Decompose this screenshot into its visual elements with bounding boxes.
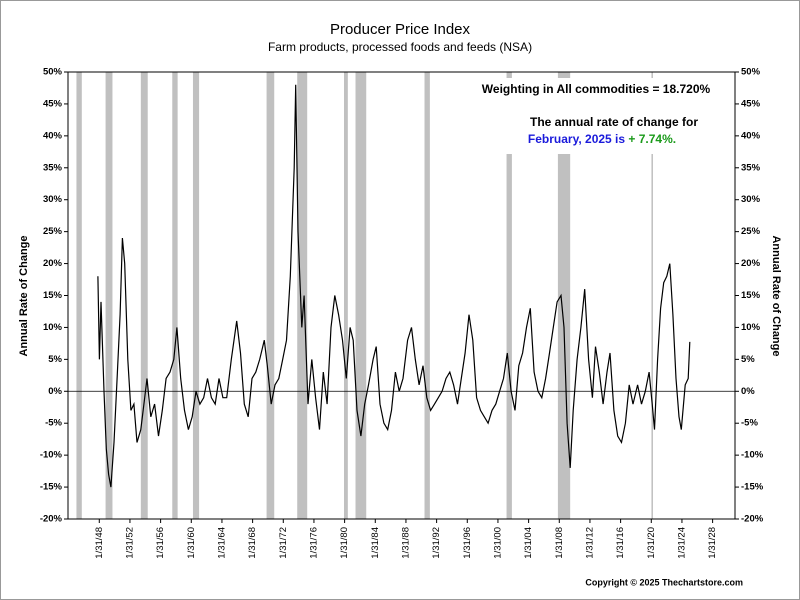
- recession-band: [355, 72, 367, 519]
- annotation: Weighting in All commodities = 18.720%: [482, 82, 711, 96]
- x-tick-label: 1/31/08: [554, 527, 565, 559]
- y-tick-label: 0%: [48, 386, 62, 397]
- y2-axis-label: Annual Rate of Change: [770, 235, 782, 356]
- y2-tick-label: 35%: [741, 162, 761, 173]
- y2-tick-label: 25%: [741, 226, 761, 237]
- y-tick-label: 10%: [43, 322, 63, 333]
- recession-band: [172, 72, 178, 519]
- annotation-value: + 7.74%.: [628, 132, 676, 146]
- y2-tick-label: -10%: [741, 450, 764, 461]
- x-tick-label: 1/31/52: [124, 527, 135, 559]
- x-tick-label: 1/31/12: [584, 527, 595, 559]
- y-tick-label: -20%: [40, 514, 63, 525]
- recession-band: [344, 72, 348, 519]
- y2-tick-label: 10%: [741, 322, 761, 333]
- x-tick-label: 1/31/88: [400, 527, 411, 559]
- recession-band: [192, 72, 200, 519]
- y2-tick-label: 40%: [741, 130, 761, 141]
- y-tick-label: 40%: [43, 130, 63, 141]
- x-tick-label: 1/31/56: [155, 527, 166, 559]
- recession-band: [297, 72, 308, 519]
- y-axis-label: Annual Rate of Change: [18, 235, 30, 356]
- x-tick-label: 1/31/00: [492, 527, 503, 559]
- y2-tick-label: 5%: [741, 354, 755, 365]
- x-tick-label: 1/31/04: [523, 527, 534, 559]
- annotation-box: [462, 78, 730, 154]
- y2-tick-label: -15%: [741, 482, 764, 493]
- x-tick-label: 1/31/72: [278, 527, 289, 559]
- chart-subtitle: Farm products, processed foods and feeds…: [268, 40, 532, 54]
- y-tick-label: -10%: [40, 450, 63, 461]
- x-tick-label: 1/31/76: [308, 527, 319, 559]
- x-tick-label: 1/31/48: [94, 527, 105, 559]
- y2-tick-label: 15%: [741, 290, 761, 301]
- y2-tick-label: 50%: [741, 67, 761, 78]
- y2-tick-label: 30%: [741, 194, 761, 205]
- y2-tick-label: 45%: [741, 98, 761, 109]
- y-tick-label: 15%: [43, 290, 63, 301]
- y2-tick-label: 0%: [741, 386, 755, 397]
- copyright: Copyright © 2025 Thechartstore.com: [585, 577, 743, 587]
- y-tick-label: -5%: [45, 418, 62, 429]
- recession-band: [105, 72, 113, 519]
- y-tick-label: 30%: [43, 194, 63, 205]
- x-tick-label: 1/31/96: [462, 527, 473, 559]
- x-tick-label: 1/31/24: [676, 527, 687, 559]
- plot-frame: [67, 71, 736, 520]
- annotation: February, 2025 is + 7.74%.: [528, 132, 676, 146]
- y-tick-label: 5%: [48, 354, 62, 365]
- y-tick-label: 25%: [43, 226, 63, 237]
- y-tick-label: 35%: [43, 162, 63, 173]
- x-tick-label: 1/31/68: [247, 527, 258, 559]
- recession-band: [651, 72, 653, 519]
- y2-tick-label: 20%: [741, 258, 761, 269]
- recession-band: [424, 72, 430, 519]
- annotation-text: February, 2025 is: [528, 132, 629, 146]
- chart-title: Producer Price Index: [330, 21, 471, 38]
- x-tick-label: 1/31/80: [339, 527, 350, 559]
- y2-tick-label: -5%: [741, 418, 758, 429]
- annotation: The annual rate of change for: [530, 115, 698, 129]
- x-tick-label: 1/31/92: [431, 527, 442, 559]
- x-tick-label: 1/31/28: [707, 527, 718, 559]
- x-tick-label: 1/31/20: [646, 527, 657, 559]
- recession-band: [76, 72, 82, 519]
- y-tick-label: 50%: [43, 67, 63, 78]
- recession-band: [506, 72, 512, 519]
- x-tick-label: 1/31/84: [370, 527, 381, 559]
- y-tick-label: -15%: [40, 482, 63, 493]
- x-tick-label: 1/31/16: [615, 527, 626, 559]
- x-tick-label: 1/31/64: [216, 527, 227, 559]
- x-tick-label: 1/31/60: [186, 527, 197, 559]
- y2-tick-label: -20%: [741, 514, 764, 525]
- recession-band: [140, 72, 148, 519]
- series-line: [97, 84, 691, 488]
- recession-band: [266, 72, 275, 519]
- y-tick-label: 45%: [43, 98, 63, 109]
- y-tick-label: 20%: [43, 258, 63, 269]
